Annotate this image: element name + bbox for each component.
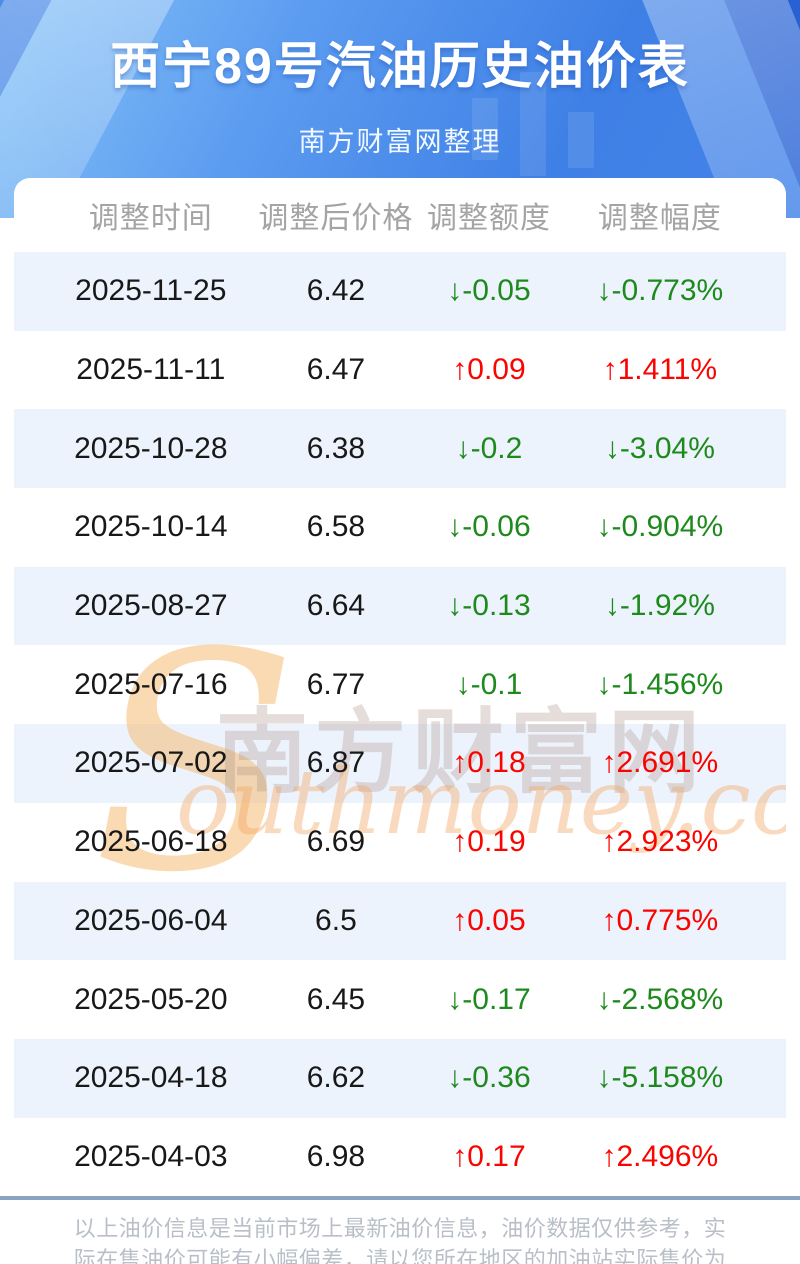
- cell-adjust-date: 2025-06-04: [74, 903, 228, 937]
- cell-adjusted-price: 6.47: [306, 353, 366, 387]
- column-header-adjust-rate: 调整幅度: [597, 202, 722, 235]
- cell-adjust-rate: ↓-3.04%: [604, 431, 715, 465]
- table-row: 2025-11-25 6.42 ↓-0.05 ↓-0.773%: [14, 252, 786, 331]
- cell-adjust-date: 2025-10-14: [74, 510, 228, 544]
- chart-bar-decoration: [472, 98, 498, 160]
- page-title: 西宁89号汽油历史油价表: [110, 38, 690, 94]
- table-row: 2025-05-20 6.45 ↓-0.17 ↓-2.568%: [14, 960, 786, 1039]
- price-table-card: 调整时间 调整后价格 调整额度 调整幅度 2025-11-25 6.42 ↓-0.0…: [14, 178, 786, 1197]
- cell-adjust-rate: ↑0.775%: [601, 903, 719, 937]
- cell-adjust-rate: ↑2.691%: [601, 746, 719, 780]
- cell-adjust-rate: ↓-2.568%: [596, 982, 724, 1016]
- cell-adjust-date: 2025-10-28: [74, 431, 228, 465]
- page-subtitle: 南方财富网整理: [298, 127, 502, 157]
- cell-adjust-rate: ↓-1.92%: [604, 589, 715, 623]
- cell-adjust-amount: ↑0.17: [452, 1139, 526, 1173]
- cell-adjust-rate: ↓-1.456%: [596, 667, 724, 701]
- cell-adjust-amount: ↑0.09: [452, 353, 526, 387]
- cell-adjust-amount: ↓-0.1: [455, 667, 523, 701]
- cell-adjusted-price: 6.87: [306, 746, 366, 780]
- cell-adjust-rate: ↓-5.158%: [596, 1061, 724, 1095]
- cell-adjusted-price: 6.98: [306, 1139, 366, 1173]
- cell-adjust-amount: ↑0.05: [452, 903, 526, 937]
- cell-adjust-date: 2025-04-18: [74, 1061, 228, 1095]
- cell-adjust-date: 2025-07-16: [74, 667, 228, 701]
- cell-adjust-amount: ↓-0.17: [447, 982, 531, 1016]
- table-row: 2025-04-18 6.62 ↓-0.36 ↓-5.158%: [14, 1038, 786, 1118]
- cell-adjust-amount: ↓-0.05: [447, 274, 531, 308]
- footer-disclaimer: 以上油价信息是当前市场上最新油价信息，油价数据仅供参考，实际在售油价可能有小幅偏…: [73, 1216, 727, 1264]
- cell-adjust-rate: ↑2.496%: [601, 1139, 719, 1173]
- cell-adjust-date: 2025-05-20: [74, 982, 228, 1016]
- cell-adjust-date: 2025-06-18: [74, 825, 228, 859]
- table-row: 2025-11-11 6.47 ↑0.09 ↑1.411%: [14, 331, 786, 410]
- table-row: 2025-06-04 6.5 ↑0.05 ↑0.775%: [14, 881, 786, 961]
- cell-adjust-rate: ↑2.923%: [601, 825, 719, 859]
- cell-adjust-date: 2025-08-27: [74, 589, 228, 623]
- footer-divider: [0, 1196, 800, 1200]
- cell-adjust-amount: ↓-0.13: [447, 589, 531, 623]
- table-row: 2025-04-03 6.98 ↑0.17 ↑2.496%: [14, 1118, 786, 1197]
- cell-adjust-date: 2025-07-02: [74, 746, 228, 780]
- cell-adjust-date: 2025-11-11: [76, 353, 226, 387]
- cell-adjusted-price: 6.62: [306, 1061, 366, 1095]
- cell-adjust-amount: ↑0.19: [452, 825, 526, 859]
- cell-adjusted-price: 6.42: [306, 274, 366, 308]
- cell-adjust-rate: ↓-0.773%: [596, 274, 724, 308]
- cell-adjusted-price: 6.58: [306, 510, 366, 544]
- table-row: 2025-07-16 6.77 ↓-0.1 ↓-1.456%: [14, 645, 786, 724]
- table-row: 2025-08-27 6.64 ↓-0.13 ↓-1.92%: [14, 566, 786, 646]
- table-row: 2025-10-28 6.38 ↓-0.2 ↓-3.04%: [14, 409, 786, 489]
- cell-adjust-amount: ↓-0.36: [447, 1061, 531, 1095]
- cell-adjusted-price: 6.69: [306, 825, 366, 859]
- cell-adjusted-price: 6.77: [306, 667, 366, 701]
- table-row: 2025-10-14 6.58 ↓-0.06 ↓-0.904%: [14, 488, 786, 567]
- table-header-row: 调整时间 调整后价格 调整额度 调整幅度: [14, 178, 786, 252]
- cell-adjusted-price: 6.5: [315, 903, 357, 937]
- table-row: 2025-06-18 6.69 ↑0.19 ↑2.923%: [14, 803, 786, 882]
- cell-adjust-rate: ↑1.411%: [602, 353, 718, 387]
- cell-adjust-date: 2025-11-25: [75, 274, 227, 308]
- cell-adjust-date: 2025-04-03: [74, 1139, 228, 1173]
- table-row: 2025-07-02 6.87 ↑0.18 ↑2.691%: [14, 724, 786, 803]
- cell-adjust-amount: ↑0.18: [452, 746, 526, 780]
- cell-adjust-rate: ↓-0.904%: [596, 510, 724, 544]
- column-header-adjusted-price: 调整后价格: [258, 202, 414, 235]
- chart-bar-decoration: [520, 72, 546, 176]
- cell-adjusted-price: 6.38: [306, 431, 366, 465]
- table-body: 2025-11-25 6.42 ↓-0.05 ↓-0.773% 2025-11-11 6.…: [14, 252, 786, 1196]
- cell-adjust-amount: ↓-0.06: [447, 510, 531, 544]
- cell-adjusted-price: 6.45: [306, 982, 366, 1016]
- cell-adjusted-price: 6.64: [306, 589, 366, 623]
- chart-bar-decoration: [568, 112, 594, 168]
- column-header-adjust-time: 调整时间: [88, 202, 213, 235]
- cell-adjust-amount: ↓-0.2: [455, 431, 523, 465]
- column-header-adjust-amount: 调整额度: [426, 202, 551, 235]
